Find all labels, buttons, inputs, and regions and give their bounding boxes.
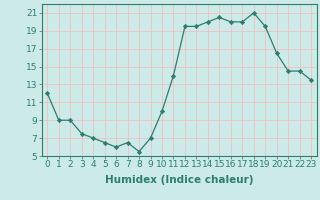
X-axis label: Humidex (Indice chaleur): Humidex (Indice chaleur) xyxy=(105,175,253,185)
